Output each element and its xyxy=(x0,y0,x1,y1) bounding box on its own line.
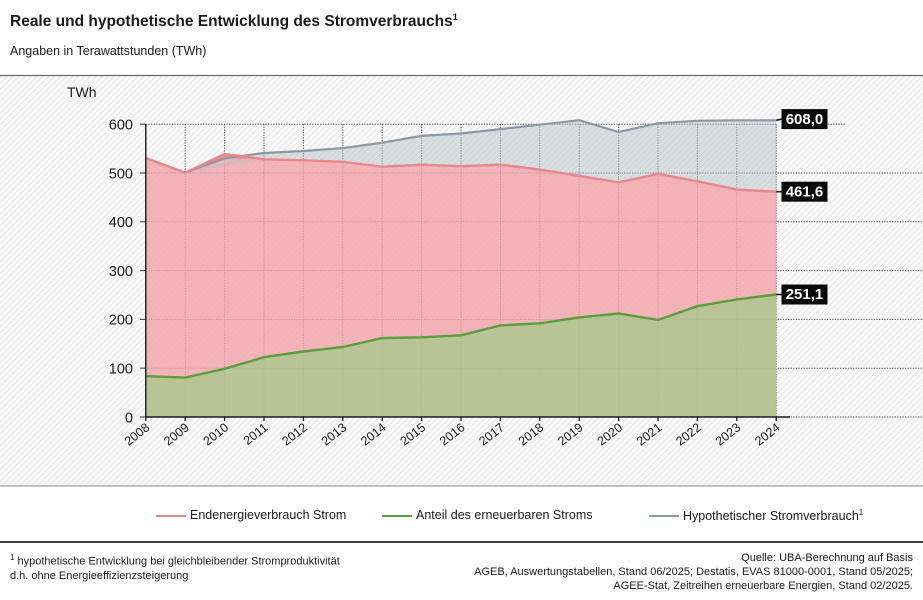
svg-text:TWh: TWh xyxy=(67,84,97,100)
svg-text:0: 0 xyxy=(125,410,133,426)
svg-text:200: 200 xyxy=(109,313,133,329)
svg-text:251,1: 251,1 xyxy=(786,286,824,303)
svg-text:600: 600 xyxy=(109,118,133,134)
svg-text:400: 400 xyxy=(109,215,133,231)
svg-text:300: 300 xyxy=(109,264,133,280)
svg-text:100: 100 xyxy=(109,362,133,378)
svg-text:500: 500 xyxy=(109,166,133,182)
svg-text:461,6: 461,6 xyxy=(786,183,824,200)
svg-text:608,0: 608,0 xyxy=(786,111,824,128)
